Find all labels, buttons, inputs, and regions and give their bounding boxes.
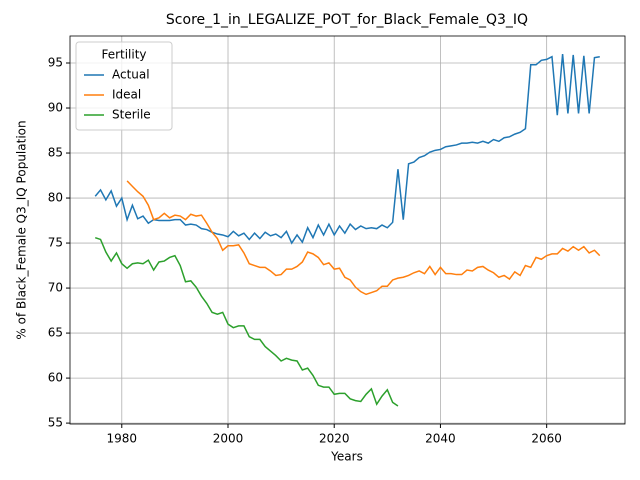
legend-label: Sterile xyxy=(112,108,151,122)
legend-label: Actual xyxy=(112,68,150,82)
y-tick-label: 85 xyxy=(48,146,63,160)
y-tick-label: 70 xyxy=(48,281,63,295)
y-tick-label: 95 xyxy=(48,56,63,70)
y-axis-label: % of Black_Female Q3_IQ Population xyxy=(15,120,29,339)
y-tick-label: 60 xyxy=(48,371,63,385)
x-tick-label: 2000 xyxy=(213,432,244,446)
legend: Fertility Actual Ideal Sterile xyxy=(75,41,173,131)
y-tick-label: 55 xyxy=(48,416,63,430)
legend-title: Fertility xyxy=(101,48,146,62)
data-line xyxy=(126,180,601,296)
y-tick-label: 65 xyxy=(48,326,63,340)
data-line xyxy=(94,236,399,407)
legend-box xyxy=(75,41,173,131)
y-tick-label: 80 xyxy=(48,191,63,205)
data-line xyxy=(94,53,600,245)
y-tick-label: 75 xyxy=(48,236,63,250)
x-tick-label: 2040 xyxy=(425,432,456,446)
x-tick-label: 1980 xyxy=(107,432,138,446)
chart-title: Score_1_in_LEGALIZE_POT_for_Black_Female… xyxy=(166,12,528,28)
plot-frame xyxy=(69,35,626,425)
legend-label: Ideal xyxy=(112,88,141,102)
x-tick-label: 2060 xyxy=(531,432,562,446)
x-tick-label: 2020 xyxy=(319,432,350,446)
y-tick-label: 90 xyxy=(48,101,63,115)
x-axis-label: Years xyxy=(330,450,363,464)
